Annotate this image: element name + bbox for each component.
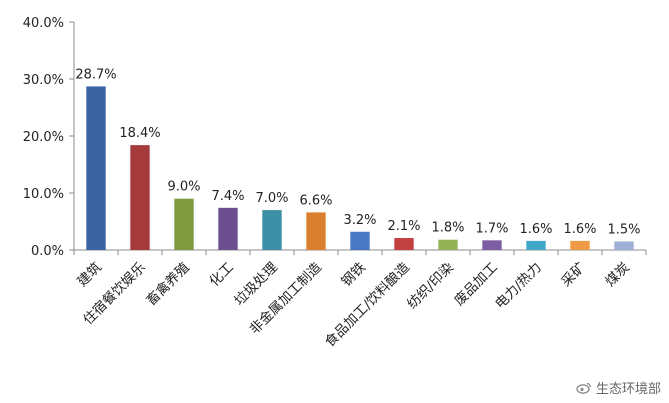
bar (482, 240, 502, 250)
data-label: 28.7% (75, 67, 116, 82)
x-category-label: 纺织/印染 (404, 259, 457, 312)
x-category-label: 钢铁 (338, 259, 369, 290)
y-tick-label: 20.0% (23, 130, 64, 145)
watermark: 生态环境部 (576, 378, 661, 397)
data-label: 1.5% (607, 222, 640, 237)
weibo-icon (576, 382, 592, 394)
bar (306, 212, 326, 250)
data-label: 1.6% (519, 222, 552, 237)
data-label: 3.2% (343, 213, 376, 228)
bar (86, 86, 106, 250)
bar (570, 240, 590, 250)
bar (614, 241, 634, 250)
bar (394, 238, 414, 250)
watermark-text: 生态环境部 (595, 382, 661, 397)
data-label: 6.6% (299, 193, 332, 208)
bar (350, 231, 370, 250)
x-category-label: 煤炭 (602, 260, 632, 290)
bar (262, 210, 282, 250)
data-label: 9.0% (167, 180, 200, 195)
bar (174, 198, 194, 250)
x-category-label: 畜禽养殖 (143, 259, 193, 309)
y-tick-label: 30.0% (23, 73, 64, 88)
y-tick-label: 40.0% (23, 16, 64, 31)
data-label: 7.4% (211, 189, 244, 204)
data-label: 1.6% (563, 222, 596, 237)
data-label: 7.0% (255, 191, 288, 206)
x-category-label: 采矿 (558, 260, 588, 290)
data-label: 1.7% (475, 221, 508, 236)
y-tick-label: 0.0% (31, 244, 64, 259)
y-tick-label: 10.0% (23, 187, 64, 202)
data-label: 1.8% (431, 221, 464, 236)
data-label: 18.4% (119, 126, 160, 141)
data-label: 2.1% (387, 219, 420, 234)
bar (526, 240, 546, 250)
x-category-label: 化工 (206, 260, 236, 290)
bar (218, 207, 238, 250)
x-category-label: 建筑 (74, 259, 105, 290)
x-category-label: 电力/热力 (492, 260, 545, 313)
bar (438, 239, 458, 250)
bar (130, 145, 150, 250)
